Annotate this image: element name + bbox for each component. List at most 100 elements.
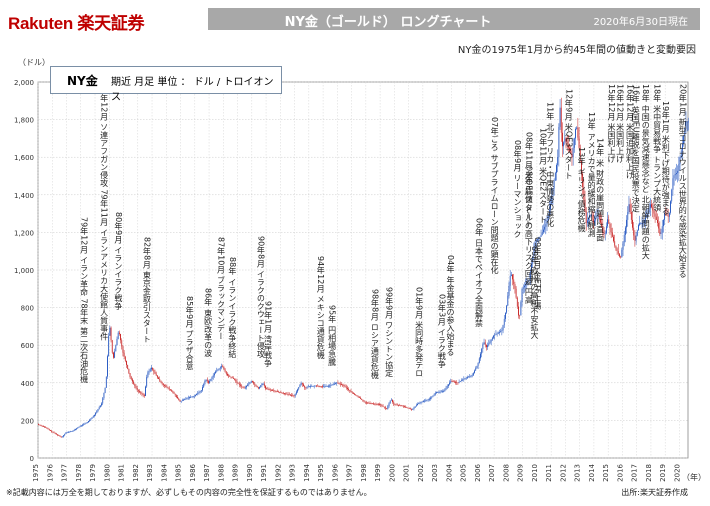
x-tick-label: 1998: [360, 464, 368, 482]
candle-body: [604, 233, 606, 235]
event-annotation: 09年 欧州の高利不安拡大: [530, 246, 540, 339]
candle-body: [505, 312, 506, 319]
candle-body: [576, 127, 578, 129]
candle-body: [126, 360, 127, 365]
candle-body: [594, 220, 595, 223]
x-tick-label: 1989: [232, 464, 240, 482]
candle-body: [534, 241, 536, 249]
candle-body: [418, 403, 420, 404]
candle-body: [375, 403, 377, 405]
candle-body: [113, 352, 114, 358]
candle-body: [582, 173, 584, 187]
candle-body: [497, 332, 499, 334]
y-tick-label: 200: [21, 417, 34, 425]
candle-body: [426, 399, 428, 401]
candle-body: [110, 327, 112, 341]
candle-body: [274, 390, 276, 392]
candle-body: [244, 387, 246, 389]
candle-body: [676, 173, 677, 175]
candle-body: [430, 397, 432, 399]
candle-body: [101, 403, 102, 406]
candle-body: [609, 223, 611, 229]
event-annotation: 87年10月 ブラックマンデー: [216, 237, 226, 341]
disclaimer: ※記載内容には万全を期しておりますが、必ずしもその内容の完全性を保証するものでは…: [6, 488, 372, 497]
candle-body: [103, 393, 105, 399]
candle-body: [570, 150, 572, 155]
candle-body: [123, 352, 125, 357]
x-tick-label: 1995: [317, 464, 325, 482]
candle-body: [627, 212, 629, 220]
candle-body: [145, 386, 146, 396]
candle-body: [232, 378, 234, 379]
candle-body: [107, 356, 108, 377]
candle-body: [52, 431, 54, 433]
candle-body: [339, 383, 341, 385]
candle-body: [374, 403, 376, 405]
candle-body: [616, 248, 618, 252]
candle-body: [408, 408, 410, 409]
candle-body: [338, 383, 340, 385]
candle-body: [500, 331, 502, 332]
candle-body: [326, 385, 328, 387]
event-annotation: 86年 東欧改革の波: [203, 287, 213, 357]
event-annotation: 79年12月 イラン革命 78年末 第二次石油危機: [79, 217, 89, 384]
candle-body: [386, 408, 388, 410]
candle-body: [514, 284, 516, 289]
candle-body: [469, 376, 471, 378]
candle-body: [684, 128, 686, 137]
candle-body: [679, 157, 681, 165]
x-tick-label: 1978: [75, 464, 83, 482]
candle-body: [324, 386, 326, 388]
candle-body: [521, 288, 523, 303]
candle-body: [667, 215, 669, 217]
candle-body: [59, 435, 61, 437]
candle-body: [121, 340, 123, 347]
candle-body: [434, 393, 436, 395]
event-annotation: 20年1月 新型コロナウイルス世界的な感染拡大始まる: [678, 84, 688, 278]
x-tick-label: 1996: [331, 463, 339, 481]
candle-body: [223, 367, 225, 370]
x-tick-label: 2005: [460, 464, 468, 482]
candle-body: [419, 402, 421, 404]
candle-body: [183, 399, 184, 401]
candle-body: [55, 433, 57, 435]
candle-body: [191, 396, 193, 398]
candle-body: [354, 393, 355, 395]
candle-body: [552, 188, 554, 197]
candle-body: [598, 215, 600, 219]
candle-body: [293, 395, 295, 397]
candle-body: [114, 351, 116, 358]
candle-body: [438, 391, 440, 393]
candle-body: [243, 387, 245, 389]
candle-body: [398, 404, 399, 406]
candle-body: [134, 383, 136, 386]
candle-body: [558, 126, 560, 158]
candle-body: [411, 408, 412, 410]
candle-body: [259, 386, 260, 389]
candle-body: [267, 388, 269, 390]
candle-body: [636, 230, 638, 236]
candle-body: [290, 394, 291, 396]
candle-body: [127, 364, 129, 370]
x-tick-label: 1977: [61, 464, 69, 482]
candle-body: [48, 429, 50, 431]
candle-body: [565, 138, 567, 142]
candle-body: [236, 381, 238, 383]
candle-body: [649, 204, 651, 209]
candle-body: [284, 393, 285, 394]
candle-body: [246, 385, 247, 388]
candle-body: [72, 430, 74, 432]
candle-body: [596, 215, 598, 218]
candle-body: [208, 381, 209, 383]
candle-body: [301, 382, 303, 385]
candle-body: [171, 390, 173, 392]
candle-body: [303, 384, 304, 386]
candle-body: [166, 386, 168, 388]
y-tick-label: 800: [21, 305, 34, 313]
candle-body: [535, 240, 537, 242]
candle-body: [151, 367, 152, 370]
candle-body: [53, 432, 55, 434]
candle-body: [189, 397, 190, 399]
candle-body: [439, 391, 441, 393]
candle-body: [196, 394, 197, 396]
